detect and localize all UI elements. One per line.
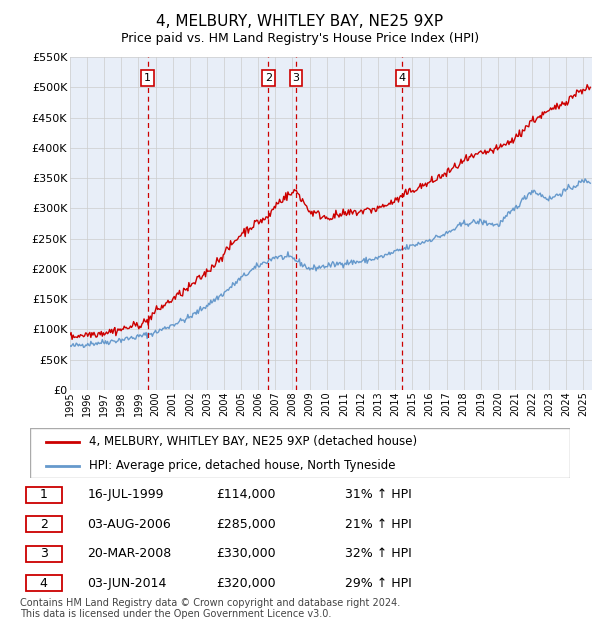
Text: 03-AUG-2006: 03-AUG-2006	[87, 518, 171, 531]
Text: 03-JUN-2014: 03-JUN-2014	[87, 577, 167, 590]
Text: 20-MAR-2008: 20-MAR-2008	[87, 547, 172, 560]
Text: 21% ↑ HPI: 21% ↑ HPI	[345, 518, 412, 531]
FancyBboxPatch shape	[30, 428, 570, 478]
Text: 4, MELBURY, WHITLEY BAY, NE25 9XP: 4, MELBURY, WHITLEY BAY, NE25 9XP	[157, 14, 443, 29]
Text: £285,000: £285,000	[216, 518, 276, 531]
Text: 2: 2	[40, 518, 48, 531]
Text: £114,000: £114,000	[216, 489, 275, 501]
FancyBboxPatch shape	[26, 546, 62, 562]
Text: 4: 4	[399, 73, 406, 83]
Text: 3: 3	[40, 547, 48, 560]
Text: £320,000: £320,000	[216, 577, 275, 590]
FancyBboxPatch shape	[26, 487, 62, 503]
Text: 4: 4	[40, 577, 48, 590]
FancyBboxPatch shape	[26, 575, 62, 591]
Text: Price paid vs. HM Land Registry's House Price Index (HPI): Price paid vs. HM Land Registry's House …	[121, 32, 479, 45]
Text: 1: 1	[40, 489, 48, 501]
Text: 16-JUL-1999: 16-JUL-1999	[87, 489, 164, 501]
Text: 2: 2	[265, 73, 272, 83]
FancyBboxPatch shape	[26, 516, 62, 533]
Text: 1: 1	[144, 73, 151, 83]
Text: 32% ↑ HPI: 32% ↑ HPI	[345, 547, 412, 560]
Text: Contains HM Land Registry data © Crown copyright and database right 2024.: Contains HM Land Registry data © Crown c…	[20, 598, 400, 608]
Text: 3: 3	[293, 73, 299, 83]
Text: 29% ↑ HPI: 29% ↑ HPI	[345, 577, 412, 590]
Text: HPI: Average price, detached house, North Tyneside: HPI: Average price, detached house, Nort…	[89, 459, 396, 472]
Text: 4, MELBURY, WHITLEY BAY, NE25 9XP (detached house): 4, MELBURY, WHITLEY BAY, NE25 9XP (detac…	[89, 435, 418, 448]
Text: 31% ↑ HPI: 31% ↑ HPI	[345, 489, 412, 501]
Text: £330,000: £330,000	[216, 547, 275, 560]
Text: This data is licensed under the Open Government Licence v3.0.: This data is licensed under the Open Gov…	[20, 609, 331, 619]
